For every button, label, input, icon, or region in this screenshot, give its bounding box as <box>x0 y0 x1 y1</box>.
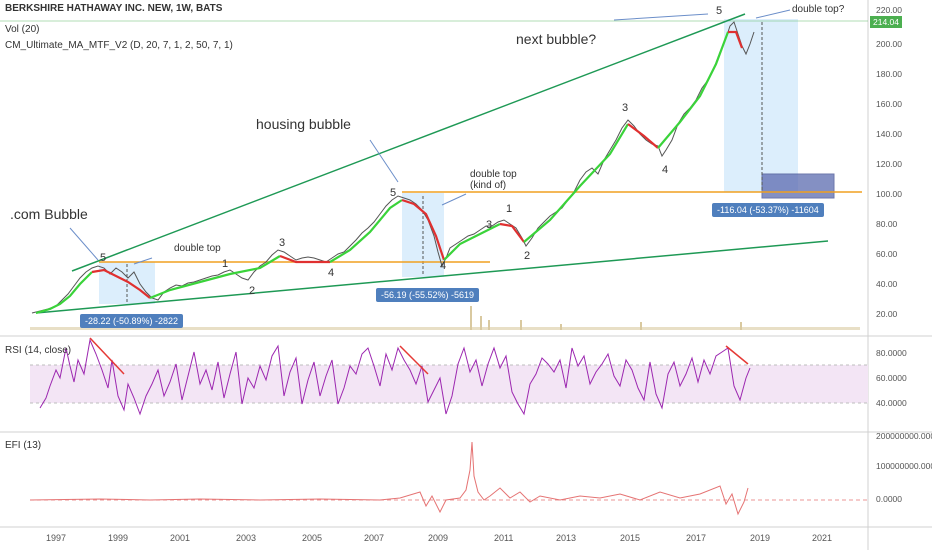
wave-label: 5 <box>100 252 107 264</box>
price-axis-label: 60.00 <box>876 249 898 259</box>
lower-trend-line[interactable] <box>35 240 829 314</box>
price-axis-label: 80.00 <box>876 219 898 229</box>
double-top-label-2-sub[interactable]: (kind of) <box>470 180 507 191</box>
price-axis-label: 100.00 <box>876 189 902 199</box>
ma-up-3 <box>329 199 403 263</box>
wave-label: 3 <box>622 102 629 114</box>
ma-up-5 <box>523 123 629 243</box>
time-axis-label: 2001 <box>170 533 191 543</box>
rsi-legend[interactable]: RSI (14, close) <box>5 345 72 356</box>
ma-down-4 <box>499 222 525 243</box>
rsi-axis-label: 60.0000 <box>876 373 907 383</box>
rsi-band <box>30 365 868 403</box>
double-top-label-2[interactable]: double top <box>470 169 517 180</box>
wave-label: 4 <box>440 260 447 272</box>
wave-label: 5 <box>390 187 397 199</box>
wave-label: 2 <box>249 285 256 297</box>
time-axis-label: 2005 <box>302 533 323 543</box>
price-series[interactable] <box>31 21 755 314</box>
wave-label: 4 <box>328 267 335 279</box>
com-bubble-label[interactable]: .com Bubble <box>10 206 88 222</box>
time-axis-label: 2013 <box>556 533 577 543</box>
measure-label-3[interactable]: -116.04 (-53.37%) -11604 <box>712 203 824 217</box>
time-axis-label: 2007 <box>364 533 385 543</box>
price-axis-label: 120.00 <box>876 159 902 169</box>
housing-bubble-label[interactable]: housing bubble <box>256 116 351 132</box>
volume-bars <box>30 306 860 330</box>
rsi-axis-label: 80.0000 <box>876 348 907 358</box>
measure-box-1[interactable] <box>99 262 155 304</box>
rsi-divergence-1 <box>89 337 125 375</box>
time-axis-label: 2011 <box>494 533 514 543</box>
efi-axis-label: 0.0000 <box>876 494 902 504</box>
wave-label: 4 <box>662 164 669 176</box>
ma-down-2 <box>279 254 330 264</box>
annotation-arrows <box>69 9 791 265</box>
wave-label: 5 <box>716 5 723 17</box>
price-axis-label: 220.00 <box>876 5 902 15</box>
efi-legend[interactable]: EFI (13) <box>5 440 42 451</box>
wave-label: 2 <box>524 250 531 262</box>
rsi-axis-label: 40.0000 <box>876 398 907 408</box>
rsi-divergence-2 <box>399 345 429 375</box>
ma-up-2 <box>149 255 281 300</box>
measure-label-2[interactable]: -56.19 (-55.52%) -5619 <box>376 288 480 302</box>
price-axis-label: 20.00 <box>876 309 898 319</box>
wave-label: 3 <box>279 237 286 249</box>
measure-box-2[interactable] <box>402 193 444 277</box>
efi-axis-label: 200000000.0000 <box>876 431 932 441</box>
time-axis-label: 2009 <box>428 533 449 543</box>
measure-box-3[interactable] <box>724 19 798 192</box>
double-top-label-3[interactable]: double top? <box>792 4 845 15</box>
volume-legend[interactable]: Vol (20) <box>5 24 40 35</box>
ma-up-1 <box>35 271 93 315</box>
time-axis-label: 2017 <box>686 533 707 543</box>
time-axis-label: 1997 <box>46 533 67 543</box>
efi-axis-label: 100000000.0000 <box>876 461 932 471</box>
double-top-label-1[interactable]: double top <box>174 243 221 254</box>
price-axis-label: 160.00 <box>876 99 902 109</box>
measure-label-1[interactable]: -28.22 (-50.89%) -2822 <box>80 314 184 328</box>
ma-legend[interactable]: CM_Ultimate_MA_MTF_V2 (D, 20, 7, 1, 2, 5… <box>5 40 233 51</box>
price-axis-label: 180.00 <box>876 69 902 79</box>
ma-down-3 <box>401 198 446 261</box>
wave-label: 1 <box>506 203 513 215</box>
upper-trend-line[interactable] <box>71 13 746 272</box>
wave-label: 3 <box>486 219 493 231</box>
last-price-tag: 214.04 <box>870 16 902 28</box>
wave-label: 1 <box>222 258 229 270</box>
price-axis-label: 200.00 <box>876 39 902 49</box>
time-axis-label: 2015 <box>620 533 641 543</box>
symbol-title: BERKSHIRE HATHAWAY INC. NEW, 1W, BATS <box>5 3 223 14</box>
efi-series[interactable] <box>29 441 749 516</box>
price-axis-label: 140.00 <box>876 129 902 139</box>
time-axis-label: 2003 <box>236 533 257 543</box>
target-zone-box[interactable] <box>761 173 835 199</box>
ma-up-6 <box>657 31 730 149</box>
ma-down-6 <box>728 30 744 49</box>
ma-down-1 <box>91 268 151 299</box>
time-axis-label: 2019 <box>750 533 771 543</box>
price-axis-label: 40.00 <box>876 279 898 289</box>
next-bubble-label[interactable]: next bubble? <box>516 31 597 47</box>
ma-down-5 <box>627 123 659 149</box>
time-axis-label: 1999 <box>108 533 129 543</box>
ma-up-4 <box>443 223 501 261</box>
rsi-series[interactable] <box>39 338 751 416</box>
rsi-divergence-3 <box>725 345 749 365</box>
time-axis-label: 2021 <box>812 533 833 543</box>
